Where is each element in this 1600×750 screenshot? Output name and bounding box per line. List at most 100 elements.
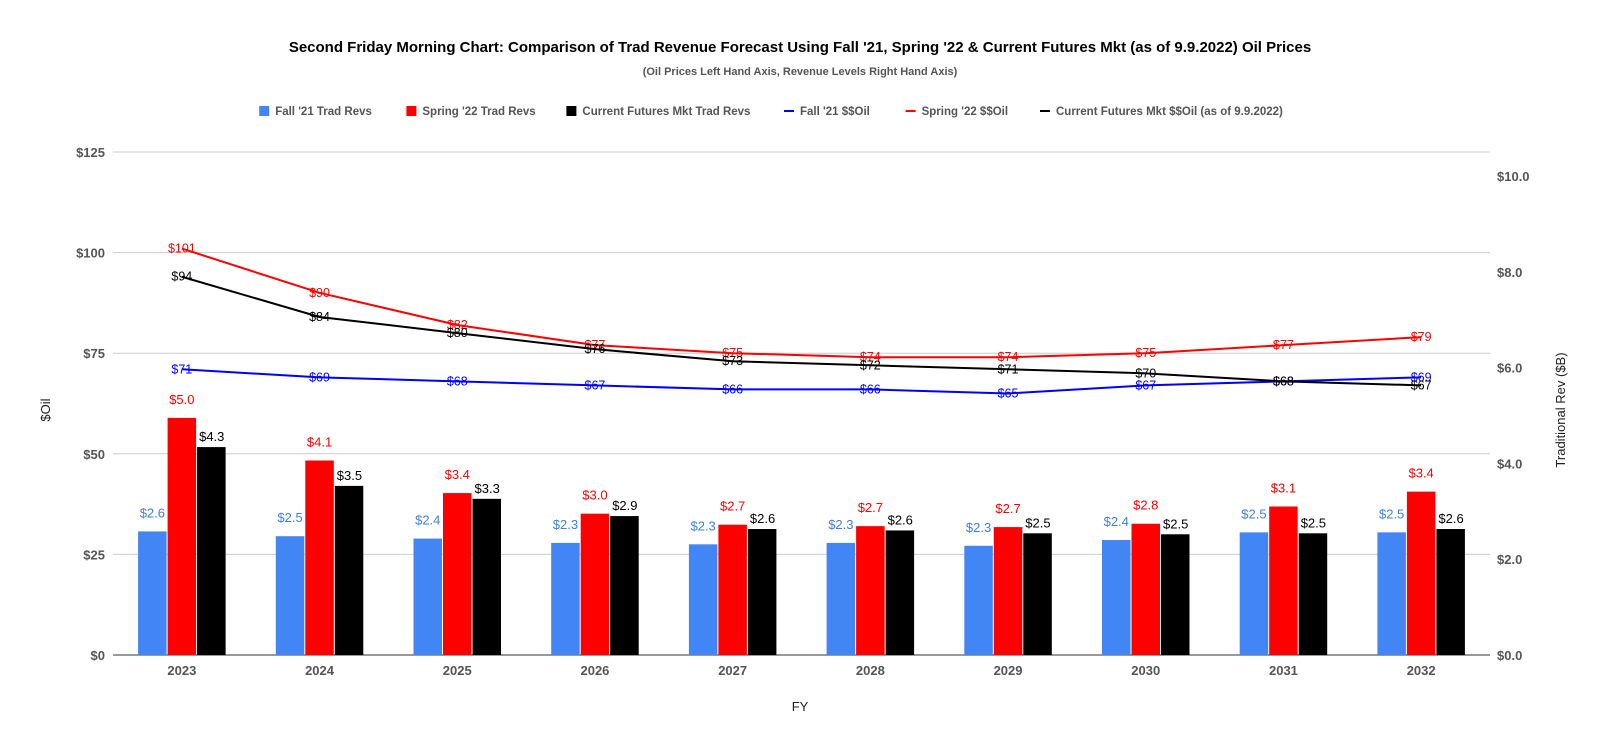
bar (580, 513, 610, 655)
line-data-label: $101 (168, 242, 196, 256)
line-data-label: $68 (447, 374, 468, 388)
line-data-label: $75 (1135, 346, 1156, 360)
left-tick-label: $100 (76, 246, 105, 261)
legend-label: Spring '22 $$Oil (922, 106, 1008, 118)
bar-data-label: $2.7 (995, 501, 1020, 516)
bar (167, 417, 197, 655)
bar-data-label: $2.6 (1438, 511, 1463, 526)
legend-swatch (259, 106, 270, 116)
x-tick-label: 2027 (718, 663, 747, 678)
bar (610, 516, 639, 655)
bar (275, 536, 305, 655)
bar-data-label: $2.5 (1379, 506, 1404, 521)
bar (1131, 523, 1160, 655)
legend: Fall '21 Trad Revs Spring '22 Trad Revs Cu… (259, 106, 1283, 118)
x-tick-label: 2023 (167, 663, 196, 678)
right-axis-ticks: $0.0 $2.0 $4.0 $6.0 $8.0 $10.0 (1497, 169, 1530, 663)
bar-data-label: $2.3 (690, 518, 715, 533)
x-tick-label: 2028 (856, 663, 885, 678)
left-tick-label: $25 (83, 547, 105, 562)
bar (1406, 491, 1436, 655)
bar-data-label: $4.3 (199, 429, 224, 444)
bar-data-label: $2.5 (1241, 506, 1266, 521)
x-tick-label: 2025 (443, 663, 472, 678)
line-data-label: $67 (1411, 378, 1432, 392)
right-axis-title: Traditional Rev ($B) (1553, 352, 1568, 467)
bar-data-label: $2.3 (553, 517, 578, 532)
bar-data-label: $3.4 (1408, 466, 1433, 481)
line-data-label: $69 (309, 370, 330, 384)
line-series-group: $71 $69 $68 $67 $66 $66 $65 $67 $68 $69 $101 $90 $82… (168, 242, 1432, 401)
legend-swatch (406, 106, 417, 116)
bar (826, 542, 856, 655)
right-tick-label: $6.0 (1497, 361, 1522, 376)
line-data-label: $90 (309, 286, 330, 300)
legend-label: Current Futures Mkt Trad Revs (582, 106, 750, 118)
bar-data-label: $2.6 (140, 505, 165, 520)
series-line (181, 275, 1422, 387)
bar (1436, 529, 1465, 655)
left-axis-ticks: $0 $25 $50 $75 $100 $125 (76, 145, 105, 663)
line-data-label: $71 (998, 362, 1019, 376)
bar-data-label: $4.1 (307, 435, 332, 450)
bar-data-label: $2.5 (1301, 515, 1326, 530)
legend-label: Current Futures Mkt $$Oil (as of 9.9.202… (1056, 106, 1283, 118)
line-data-label: $79 (1411, 330, 1432, 344)
line-data-label: $75 (722, 346, 743, 360)
bar-data-label: $2.7 (858, 500, 883, 515)
line-data-label: $80 (447, 326, 468, 340)
legend-label: Fall '21 Trad Revs (275, 106, 372, 118)
bar (551, 542, 580, 655)
x-tick-label: 2029 (994, 663, 1023, 678)
bar-data-label: $2.4 (415, 513, 440, 528)
bar (1298, 533, 1328, 655)
line-data-label: $68 (1273, 374, 1294, 388)
x-axis-title: FY (792, 699, 809, 714)
bar (1239, 532, 1269, 655)
bar-data-label: $2.7 (720, 499, 745, 514)
legend-label: Fall '21 $$Oil (800, 106, 870, 118)
bar-data-label: $3.1 (1271, 480, 1296, 495)
bar (964, 545, 993, 655)
legend-label: Spring '22 Trad Revs (422, 106, 535, 118)
bar (993, 527, 1023, 655)
bar (885, 530, 915, 655)
bar-data-label: $3.3 (475, 481, 500, 496)
line-data-label: $77 (1273, 338, 1294, 352)
line-data-label: $82 (447, 318, 468, 332)
line-data-label: $76 (585, 342, 606, 356)
line-data-label: $94 (171, 270, 192, 284)
line-data-label: $70 (1135, 366, 1156, 380)
bar-data-label: $3.5 (337, 468, 362, 483)
bar (1161, 534, 1190, 655)
x-tick-label: 2032 (1407, 663, 1436, 678)
line-data-label: $66 (860, 382, 881, 396)
bar-data-label: $2.5 (1025, 515, 1050, 530)
line-data-label: $73 (722, 354, 743, 368)
bar (443, 493, 472, 655)
bar-data-label: $2.3 (828, 517, 853, 532)
chart-title: Second Friday Morning Chart: Comparison … (289, 39, 1311, 56)
bar (1102, 540, 1131, 655)
right-tick-label: $0.0 (1497, 648, 1522, 663)
line-data-label: $74 (860, 350, 881, 364)
bar (334, 485, 364, 655)
x-tick-label: 2024 (305, 663, 335, 678)
bar (1377, 532, 1406, 655)
bar (747, 529, 777, 655)
line-data-label: $67 (585, 378, 606, 392)
bar-data-label: $3.4 (445, 467, 470, 482)
bar (1023, 533, 1052, 655)
right-tick-label: $8.0 (1497, 265, 1522, 280)
line-data-label: $84 (309, 310, 330, 324)
bar-data-label: $3.0 (582, 488, 607, 503)
legend-swatch (566, 106, 577, 116)
bar-data-label: $2.6 (750, 511, 775, 526)
bar-data-label: $2.9 (612, 498, 637, 513)
series-line (181, 247, 1422, 359)
line-data-label: $66 (722, 382, 743, 396)
line-data-label: $69 (1411, 370, 1432, 384)
left-tick-label: $125 (76, 145, 105, 160)
series-line (181, 368, 1422, 395)
